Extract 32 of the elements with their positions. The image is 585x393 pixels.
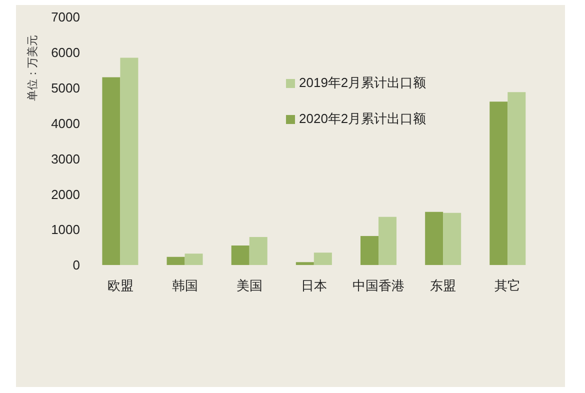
- bar: [425, 212, 444, 265]
- legend-label: 2019年2月累计出口额: [299, 75, 426, 90]
- bar: [102, 77, 120, 265]
- bar: [120, 58, 138, 265]
- y-tick-label: 7000: [51, 10, 80, 25]
- bar: [508, 92, 526, 265]
- y-tick-label: 5000: [51, 80, 80, 96]
- y-tick-label: 3000: [51, 151, 80, 166]
- bar: [314, 252, 332, 265]
- bar: [249, 237, 268, 265]
- x-tick-label: 其它: [494, 278, 521, 294]
- bar: [490, 102, 508, 265]
- x-tick-label: 东盟: [430, 278, 456, 294]
- x-tick-label: 韩国: [172, 278, 198, 294]
- y-tick-label: 4000: [51, 116, 80, 131]
- bar: [296, 262, 314, 265]
- bar: [443, 212, 462, 265]
- y-tick-label: 1000: [51, 222, 80, 238]
- y-tick-label: 0: [72, 258, 80, 273]
- bar: [231, 246, 250, 265]
- bar: [378, 216, 396, 265]
- legend-label: 2020年2月累计出口额: [299, 111, 426, 126]
- y-tick-label: 6000: [51, 45, 80, 60]
- x-tick-label: 日本: [301, 278, 327, 294]
- y-tick-label: 2000: [51, 186, 80, 202]
- bar: [360, 236, 378, 265]
- bar: [184, 254, 203, 265]
- x-tick-label: 欧盟: [107, 278, 134, 294]
- x-tick-label: 美国: [236, 278, 262, 294]
- bar: [166, 256, 185, 265]
- x-tick-label: 中国香港: [352, 278, 405, 294]
- y-axis-title: 单位：万美元: [26, 35, 39, 101]
